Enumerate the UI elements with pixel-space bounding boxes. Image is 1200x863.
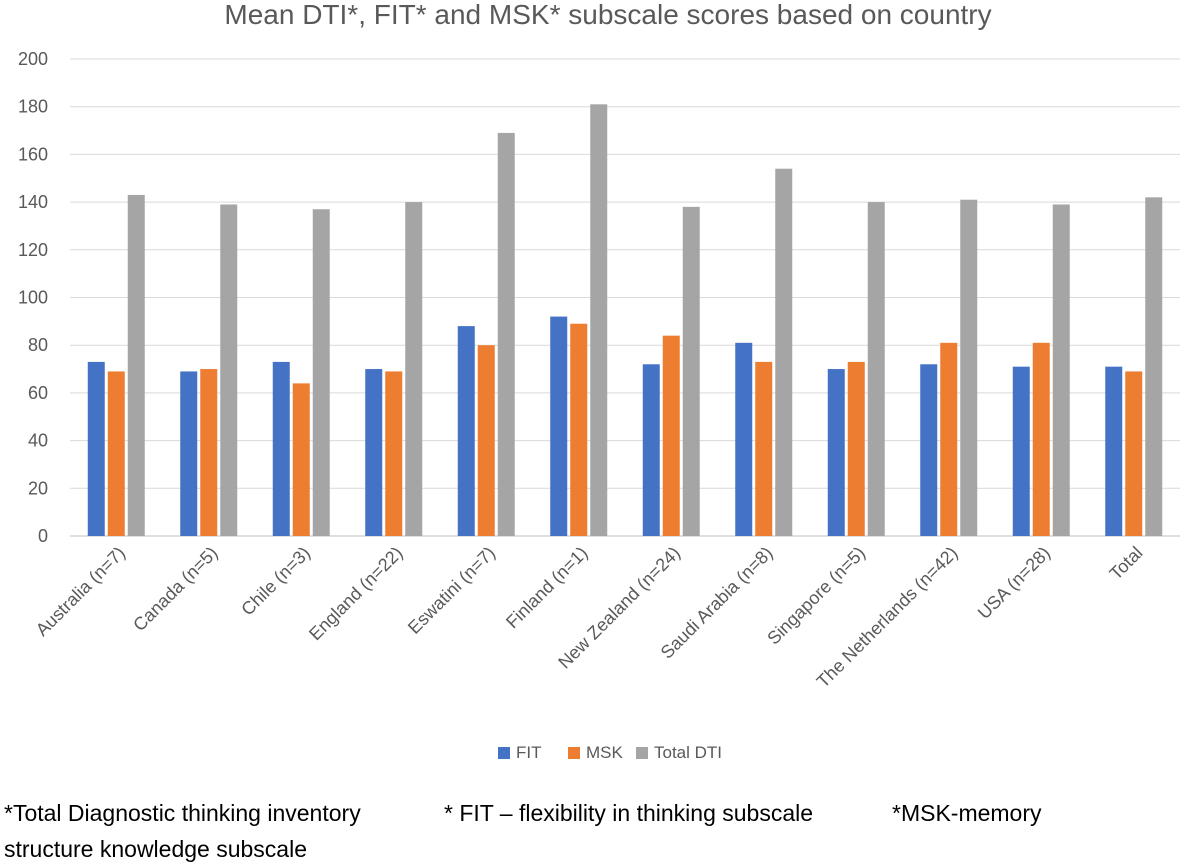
x-tick-label: USA (n=28): [974, 543, 1054, 623]
legend-swatch: [636, 747, 648, 759]
bar-total-dti: [497, 132, 515, 536]
bar-total-dti: [312, 209, 330, 536]
legend: FIT MSK Total DTI: [498, 743, 722, 762]
bar-msk: [662, 335, 680, 536]
x-tick-label: Canada (n=5): [129, 543, 221, 635]
bar-msk: [1125, 371, 1143, 536]
legend-swatch: [568, 747, 580, 759]
footnote-msk: *MSK-memory: [892, 800, 1042, 826]
bar-fit: [827, 369, 845, 536]
bar-total-dti: [775, 168, 793, 536]
y-tick-label: 0: [38, 526, 48, 546]
y-tick-label: 160: [18, 144, 48, 164]
x-tick-label: Eswatini (n=7): [404, 543, 499, 638]
legend-label: FIT: [516, 743, 542, 762]
footnote-msk-continued: structure knowledge subscale: [4, 836, 307, 862]
bar-total-dti: [590, 104, 608, 536]
bars: [87, 104, 1163, 537]
y-tick-label: 20: [28, 478, 48, 498]
bar-fit: [550, 316, 568, 536]
y-tick-label: 180: [18, 97, 48, 117]
bar-total-dti: [1052, 204, 1070, 537]
bar-fit: [457, 326, 475, 536]
x-tick-label: Chile (n=3): [237, 543, 314, 620]
x-axis-ticks: Australia (n=7) Canada (n=5) Chile (n=3)En…: [32, 543, 1147, 692]
bar-total-dti: [220, 204, 238, 537]
chart-title: Mean DTI*, FIT* and MSK* subscale scores…: [224, 0, 991, 30]
bar-msk: [477, 345, 495, 536]
y-tick-label: 60: [28, 383, 48, 403]
bar-msk: [292, 383, 310, 536]
bar-fit: [180, 371, 198, 536]
bar-msk: [847, 361, 865, 536]
bar-msk: [1032, 342, 1050, 536]
legend-label: Total DTI: [654, 743, 722, 762]
bar-msk: [385, 371, 403, 536]
footnote-fit: * FIT – flexibility in thinking subscale: [444, 800, 814, 826]
bar-msk: [107, 371, 125, 536]
bar-total-dti: [682, 206, 700, 536]
bar-total-dti: [960, 199, 978, 536]
bar-fit: [365, 369, 383, 536]
x-tick-label: Australia (n=7): [32, 543, 129, 640]
bar-fit: [1012, 366, 1030, 536]
bar-msk: [755, 361, 773, 536]
gridlines: [70, 58, 1180, 537]
bar-msk: [940, 342, 958, 536]
legend-label: MSK: [586, 743, 624, 762]
y-tick-label: 140: [18, 192, 48, 212]
bar-fit: [87, 361, 105, 536]
bar-fit: [642, 364, 660, 536]
x-tick-label: Singapore (n=5): [763, 543, 869, 649]
bar-fit: [920, 364, 938, 536]
footnote-dti: *Total Diagnostic thinking inventory: [4, 800, 361, 826]
bar-msk: [570, 323, 588, 536]
bar-fit: [272, 361, 290, 536]
y-tick-label: 100: [18, 288, 48, 308]
y-tick-label: 40: [28, 431, 48, 451]
bar-total-dti: [127, 194, 145, 536]
x-tick-label: England (n=22): [305, 543, 407, 645]
bar-total-dti: [1145, 197, 1163, 536]
chart: Mean DTI*, FIT* and MSK* subscale scores…: [18, 0, 1180, 762]
y-tick-label: 200: [18, 49, 48, 69]
bar-fit: [735, 342, 753, 536]
x-tick-label: Total: [1106, 543, 1147, 584]
y-tick-label: 80: [28, 335, 48, 355]
legend-swatch: [498, 747, 510, 759]
x-tick-label: Finland (n=1): [502, 543, 591, 632]
y-axis-ticks: 0 20 40 60 80 100 120 140 160 180 200: [18, 49, 48, 546]
bar-fit: [1105, 366, 1123, 536]
bar-total-dti: [867, 202, 885, 536]
bar-total-dti: [405, 202, 423, 536]
y-tick-label: 120: [18, 240, 48, 260]
bar-msk: [200, 369, 218, 536]
